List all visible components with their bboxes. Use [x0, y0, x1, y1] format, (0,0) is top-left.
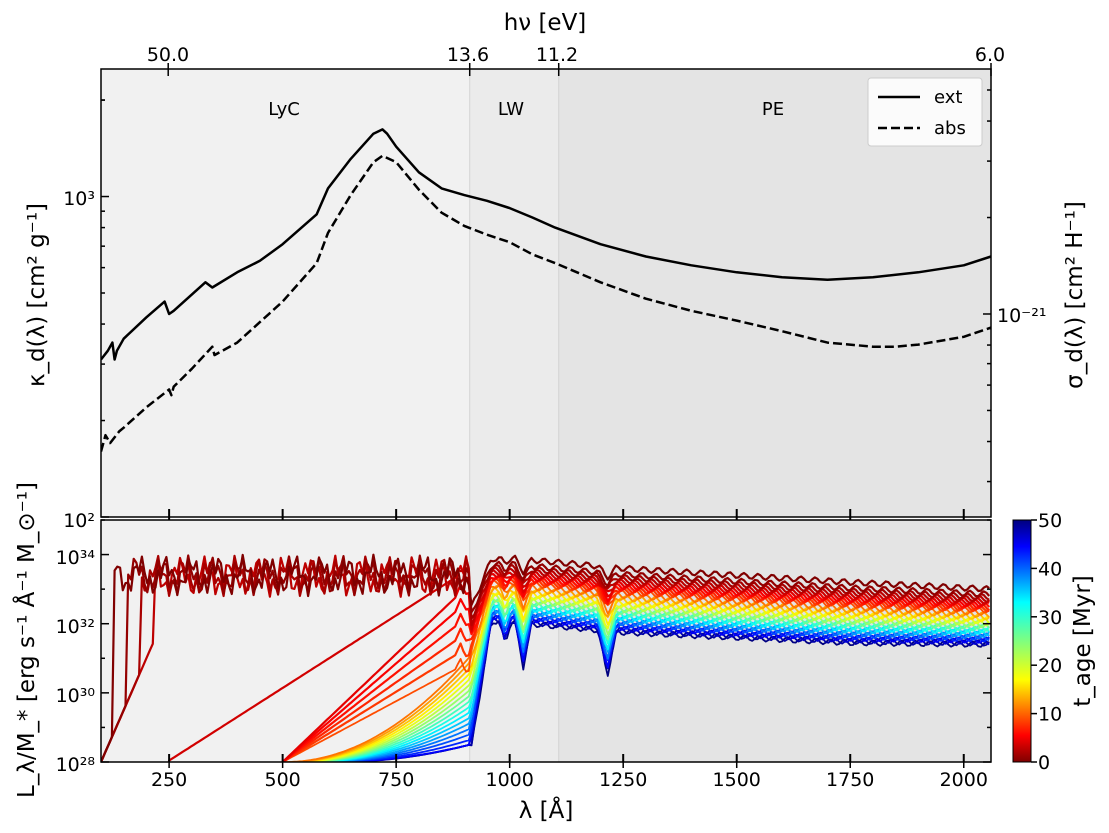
- colorbar-tick-label: 10: [1038, 704, 1062, 726]
- x-tick-label: 1750: [826, 769, 874, 791]
- x-tick-label: 250: [151, 769, 187, 791]
- ytick-label-1e3: 10³: [63, 188, 95, 210]
- colorbar: [1012, 519, 1032, 763]
- spectrum-age-9: [282, 577, 990, 762]
- stellar-spectra: [101, 553, 991, 762]
- bottom-panel-frame: [100, 519, 992, 763]
- colorbar-tick-label: 0: [1038, 752, 1050, 774]
- colorbar-title: t_age [Myr]: [1070, 575, 1096, 707]
- legend-ext-label: ext: [934, 87, 962, 108]
- top-tick-label-11-2: 11.2: [536, 44, 578, 66]
- spectrum-age-34: [315, 604, 990, 762]
- ytick-label-1e34: 10³⁴: [56, 547, 96, 569]
- region-label-lyc: LyC: [268, 99, 300, 120]
- spectrum-age-24: [301, 597, 990, 762]
- series-abs: [101, 154, 991, 452]
- spectrum-age-3: [101, 554, 990, 762]
- spectrum-age-50: [337, 619, 990, 762]
- region-label-lw: LW: [498, 99, 524, 120]
- colorbar-tick-label: 40: [1038, 558, 1062, 580]
- spectrum-age-18: [293, 591, 990, 762]
- ytick-label-1e2: 10²: [63, 510, 95, 532]
- x-tick-label: 1500: [713, 769, 761, 791]
- spectrum-age-0: [101, 553, 990, 762]
- spectrum-age-22: [298, 593, 990, 762]
- ytick-label-1e32: 10³²: [56, 616, 95, 638]
- left-y-axis-title-bottom: L_λ/M_* [erg s⁻¹ Å⁻¹ M_⊙⁻¹]: [12, 482, 40, 798]
- spectrum-age-28: [307, 599, 990, 762]
- x-tick-label: 750: [378, 769, 414, 791]
- legend-abs-label: abs: [934, 118, 966, 139]
- x-tick-label: 2000: [940, 769, 988, 791]
- top-axis-title: hν [eV]: [504, 10, 587, 36]
- legend: ext abs: [867, 77, 983, 147]
- left-y-axis-title-top: κ_d(λ) [cm² g⁻¹]: [24, 203, 50, 387]
- colorbar-tick-label: 20: [1038, 655, 1062, 677]
- spectrum-age-16: [290, 586, 990, 762]
- bottom-panel-ticks: [101, 519, 991, 768]
- x-tick-labels: 250 500 750 1000 1250 1500 1750 2000: [151, 769, 988, 791]
- region-backgrounds: [101, 69, 991, 517]
- spectrum-age-30: [309, 603, 990, 762]
- top-tick-label-6: 6.0: [975, 44, 1005, 66]
- x-axis-title: λ [Å]: [519, 796, 574, 824]
- top-tick-label-13-6: 13.6: [447, 44, 489, 66]
- colorbar-tick-label: 30: [1038, 607, 1062, 629]
- x-tick-label: 1250: [599, 769, 647, 791]
- top-tick-label-50: 50.0: [147, 44, 189, 66]
- region-lyc: [101, 69, 470, 517]
- spectrum-age-36: [318, 607, 990, 762]
- right-ytick-label: 10⁻²¹: [997, 305, 1046, 327]
- x-tick-label: 500: [264, 769, 300, 791]
- region-label-pe: PE: [762, 99, 784, 120]
- spectrum-age-1: [101, 554, 991, 762]
- region-lw: [469, 69, 559, 517]
- spectrum-age-8: [282, 575, 990, 762]
- x-tick-label: 1000: [485, 769, 533, 791]
- colorbar-ticks: 0 10 20 30 40 50: [1031, 510, 1062, 774]
- top-panel-ticks: [101, 63, 992, 525]
- extinction-absorption-curves: [101, 128, 991, 452]
- colorbar-tick-label: 50: [1038, 510, 1062, 532]
- ytick-label-1e30: 10³⁰: [56, 685, 95, 707]
- right-y-axis-title: σ_d(λ) [cm² H⁻¹]: [1062, 201, 1088, 389]
- spectrum-age-2: [101, 554, 990, 762]
- ytick-label-1e28: 10²⁸: [56, 754, 95, 776]
- series-ext: [101, 128, 991, 361]
